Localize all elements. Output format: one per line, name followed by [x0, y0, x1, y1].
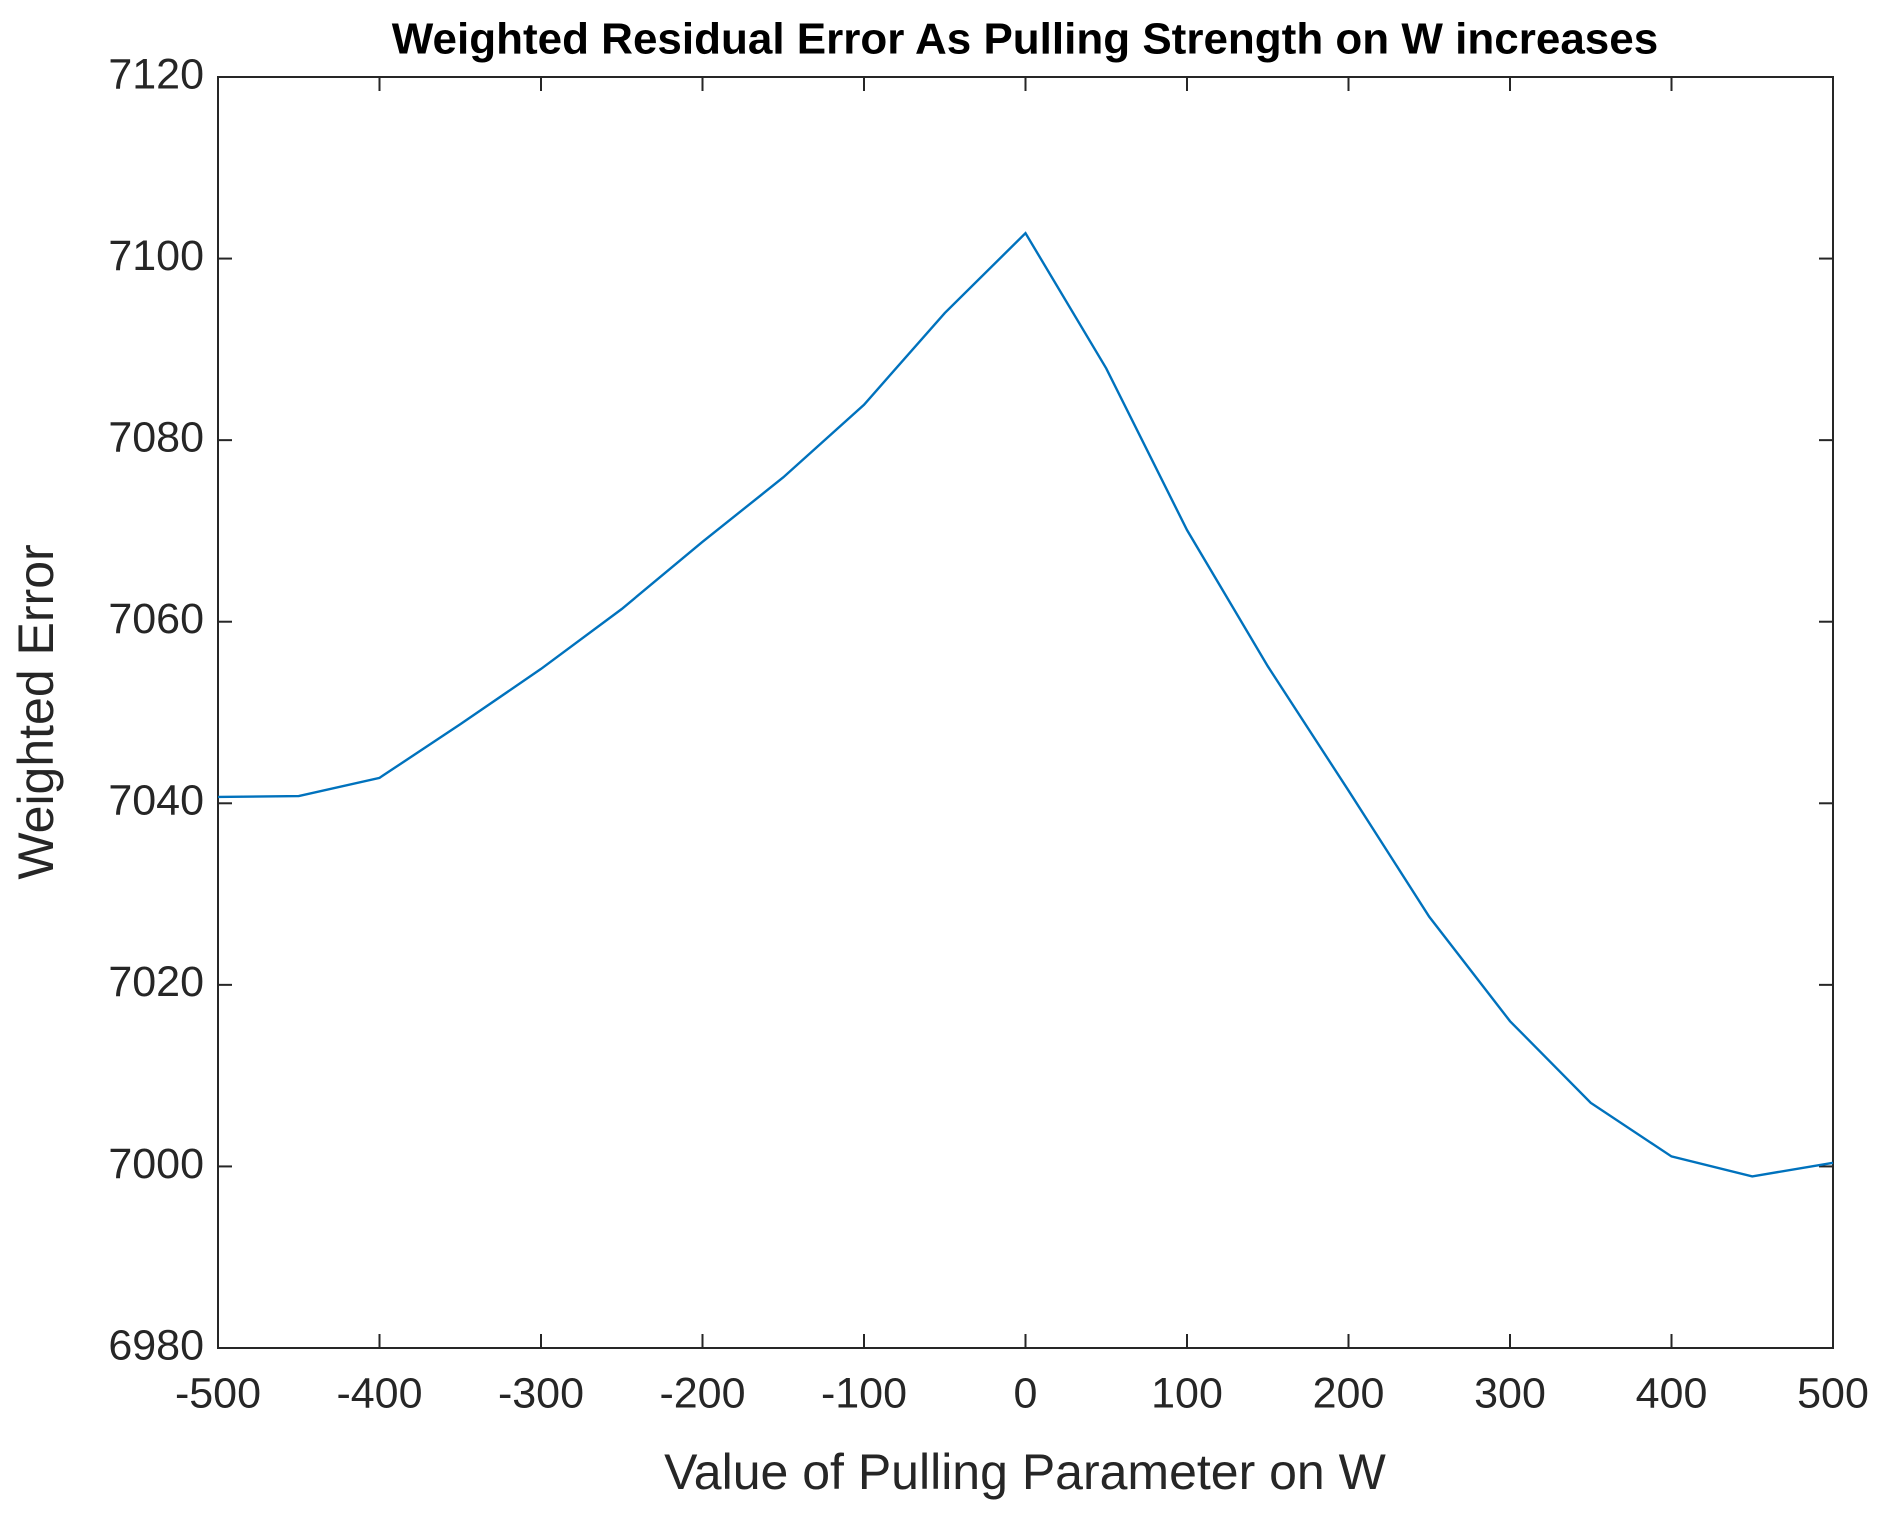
y-tick-label: 7100: [108, 232, 204, 280]
y-tick-label: 7060: [108, 595, 204, 643]
y-axis-label: Weighted Error: [8, 544, 64, 879]
x-tick-label: 500: [1797, 1369, 1869, 1417]
x-tick-label: 0: [1014, 1369, 1038, 1417]
x-tick-label: -300: [498, 1369, 584, 1417]
x-tick-label: 200: [1313, 1369, 1385, 1417]
x-tick-label: -100: [821, 1369, 907, 1417]
x-tick-label: 100: [1151, 1369, 1223, 1417]
y-tick-label: 7080: [108, 414, 204, 462]
y-tick-label: 7120: [108, 50, 204, 98]
y-tick-label: 7000: [108, 1140, 204, 1188]
x-tick-label: -500: [175, 1369, 261, 1417]
y-tick-label: 7040: [108, 777, 204, 825]
y-tick-label: 6980: [108, 1321, 204, 1369]
data-line: [217, 231, 1834, 1178]
y-tick-label: 7020: [108, 958, 204, 1006]
x-tick-label: 400: [1636, 1369, 1708, 1417]
x-tick-label: -400: [336, 1369, 422, 1417]
chart-title: Weighted Residual Error As Pulling Stren…: [392, 15, 1658, 64]
x-tick-label: 300: [1474, 1369, 1546, 1417]
x-tick-label: -200: [659, 1369, 745, 1417]
x-axis-label: Value of Pulling Parameter on W: [664, 1444, 1386, 1500]
